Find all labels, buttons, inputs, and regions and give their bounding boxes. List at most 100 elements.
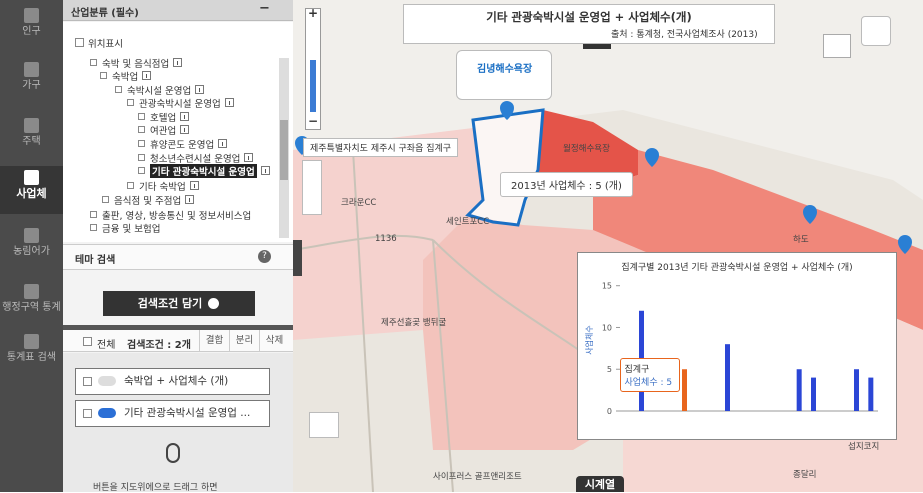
- timeseries-button[interactable]: 시계열: [576, 476, 624, 492]
- checkbox[interactable]: [83, 377, 92, 386]
- tree-toggle[interactable]: [90, 211, 97, 218]
- popup-title[interactable]: 김녕해수욕장: [477, 64, 533, 75]
- info-icon[interactable]: [260, 166, 270, 175]
- nav-item[interactable]: 가구: [22, 80, 41, 91]
- tree-item[interactable]: 출판, 영상, 방송통신 및 정보서비스업: [102, 211, 252, 222]
- mouse-icon: [166, 443, 180, 463]
- map-source: 출처 : 통계청, 전국사업체조사 (2013): [611, 30, 758, 40]
- nav-item[interactable]: 행정구역 통계: [2, 302, 61, 313]
- menu-button[interactable]: [823, 34, 851, 58]
- checkbox[interactable]: [75, 38, 84, 47]
- plus-icon: [208, 298, 219, 309]
- map: + − 기타 관광숙박시설 운영업 + 사업체수(개) 출처 : 통계청, 전국사업체…: [293, 0, 923, 492]
- marker: [803, 205, 817, 224]
- tab[interactable]: 분리: [229, 330, 259, 352]
- zoom-in[interactable]: +: [307, 6, 319, 20]
- info-icon[interactable]: [244, 153, 254, 162]
- nav-item[interactable]: 인구: [22, 26, 41, 37]
- theme-search[interactable]: 테마 검색: [75, 255, 116, 266]
- condition-item[interactable]: 기타 관광숙박시설 운영업 ...: [75, 400, 270, 427]
- toggle[interactable]: [98, 376, 116, 386]
- select-all[interactable]: 전체: [97, 340, 116, 351]
- tree-item[interactable]: 음식점 및 주점업: [114, 196, 182, 207]
- place-label: 월정해수욕장: [563, 144, 610, 154]
- bar: [854, 369, 859, 411]
- toolbar: [63, 330, 293, 352]
- tree-item[interactable]: 숙박업: [112, 72, 139, 83]
- map-tools[interactable]: [302, 160, 322, 215]
- nav-item[interactable]: 주택: [22, 136, 41, 147]
- tree-item[interactable]: 기타 관광숙박시설 운영업: [150, 164, 257, 178]
- tree-item[interactable]: 호텔업: [150, 113, 177, 124]
- info-icon[interactable]: [224, 98, 234, 107]
- area-label: 제주특별자치도 제주시 구좌읍 집계구: [303, 138, 459, 157]
- nav-icon: [24, 62, 39, 77]
- info-icon[interactable]: [142, 71, 152, 80]
- panel-toggle[interactable]: [293, 240, 302, 276]
- info-icon[interactable]: [180, 125, 190, 134]
- tree-item[interactable]: 휴양콘도 운영업: [150, 140, 215, 151]
- tree-item[interactable]: 금융 및 보험업: [102, 224, 161, 235]
- tooltip-text: 사업체수 : 5: [624, 378, 673, 388]
- tree-toggle[interactable]: [90, 59, 97, 66]
- chart: 0 5 10 15 사업체수: [584, 282, 878, 416]
- checkbox[interactable]: [83, 409, 92, 418]
- divider: [63, 325, 293, 330]
- help-icon[interactable]: ?: [258, 250, 271, 263]
- tree-item[interactable]: 숙박 및 음식점업: [102, 59, 170, 70]
- bar: [811, 377, 816, 411]
- place-label: 섭지코지: [848, 442, 880, 452]
- tree-toggle[interactable]: [127, 99, 134, 106]
- bar: [682, 369, 687, 411]
- tree-item[interactable]: 청소년수련시설 운영업: [150, 154, 241, 165]
- location-toggle[interactable]: 위치표시: [88, 39, 123, 50]
- chart-title: 집계구별 2013년 기타 관광숙박시설 운영업 + 사업체수 (개): [621, 263, 853, 273]
- collapse-button[interactable]: −: [259, 1, 270, 16]
- add-condition-button[interactable]: 검색조건 담기: [103, 291, 255, 316]
- nav-item[interactable]: 농림어가: [13, 246, 50, 257]
- tree-toggle[interactable]: [115, 86, 122, 93]
- nav-item[interactable]: 통계표 검색: [6, 352, 57, 363]
- info-icon[interactable]: [195, 85, 205, 94]
- chart-tooltip: [619, 358, 680, 392]
- toggle[interactable]: [98, 408, 116, 418]
- tab[interactable]: 삭제: [259, 330, 289, 352]
- theme-bar: [63, 244, 293, 270]
- y-tick-label: 15: [602, 282, 612, 291]
- tree-toggle[interactable]: [138, 140, 145, 147]
- tree-toggle[interactable]: [127, 182, 134, 189]
- condition-count: 검색조건 : 2개: [127, 340, 191, 351]
- title-box: [403, 4, 775, 44]
- tree-item[interactable]: 여관업: [150, 126, 177, 137]
- tab[interactable]: 결합: [199, 330, 229, 352]
- info-icon[interactable]: [180, 112, 190, 121]
- bar: [796, 369, 802, 411]
- region: [293, 128, 483, 340]
- scroll-thumb: [280, 120, 288, 180]
- chart-box: 집계구별 2013년 기타 관광숙박시설 운영업 + 사업체수 (개) 0 5 10 1…: [577, 252, 897, 440]
- info-icon[interactable]: [189, 181, 199, 190]
- tree-toggle[interactable]: [138, 126, 145, 133]
- nav-icon: [24, 334, 39, 349]
- map-menu[interactable]: [309, 412, 339, 438]
- legend-button[interactable]: [861, 16, 891, 46]
- tree-toggle[interactable]: [138, 154, 145, 161]
- checkbox[interactable]: [83, 337, 92, 346]
- tree-toggle[interactable]: [100, 72, 107, 79]
- tree-item[interactable]: 관광숙박시설 운영업: [139, 99, 221, 110]
- tree-item[interactable]: 숙박시설 운영업: [127, 86, 192, 97]
- tree-toggle[interactable]: [138, 113, 145, 120]
- tree-item[interactable]: 기타 숙박업: [139, 182, 186, 193]
- info-icon[interactable]: [185, 195, 195, 204]
- nav-item[interactable]: 사업체: [16, 187, 47, 200]
- marker: [898, 235, 912, 254]
- info-icon[interactable]: [173, 58, 183, 67]
- place-label: 제주선흘곶 뱅뒤굴: [381, 318, 447, 328]
- tree-toggle[interactable]: [102, 196, 109, 203]
- tree-toggle[interactable]: [138, 167, 145, 174]
- bar: [868, 377, 874, 411]
- zoom-out[interactable]: −: [307, 114, 319, 128]
- info-icon[interactable]: [218, 139, 228, 148]
- tree-toggle[interactable]: [90, 224, 97, 231]
